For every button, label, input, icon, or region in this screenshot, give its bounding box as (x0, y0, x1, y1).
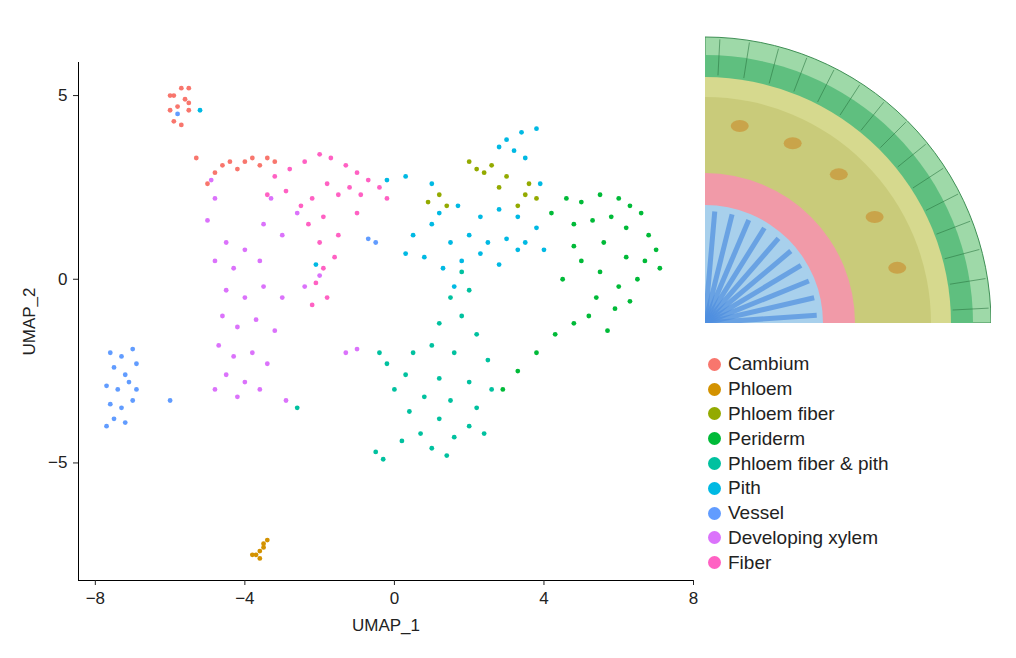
svg-text:−4: −4 (235, 589, 254, 608)
html-text:Periderm: Periderm (728, 427, 806, 449)
svg-text:0: 0 (390, 589, 399, 608)
svg-text:0: 0 (58, 270, 67, 289)
html-text:Phloem: Phloem (728, 378, 793, 400)
html-text:Vessel: Vessel (728, 502, 784, 524)
svg-text:UMAP_2: UMAP_2 (20, 287, 39, 355)
html-text:Cambium: Cambium (728, 353, 810, 375)
svg-text:5: 5 (58, 86, 67, 105)
html-text:Phloem fiber & pith: Phloem fiber & pith (728, 452, 889, 474)
html-text:Fiber: Fiber (728, 551, 772, 573)
svg-text:8: 8 (689, 589, 698, 608)
html-text:Phloem fiber: Phloem fiber (728, 403, 835, 424)
svg-text:−8: −8 (86, 589, 105, 608)
svg-text:4: 4 (539, 589, 548, 608)
html-text:Developing xylem: Developing xylem (728, 527, 878, 548)
html-text:Pith: Pith (728, 477, 761, 499)
svg-text:−5: −5 (48, 453, 67, 472)
svg-text:UMAP_1: UMAP_1 (352, 616, 420, 635)
